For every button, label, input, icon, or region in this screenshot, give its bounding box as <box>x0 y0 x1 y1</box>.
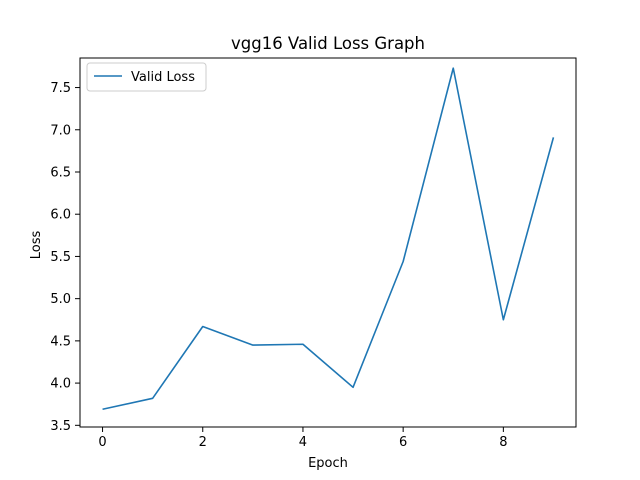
series-line-valid-loss <box>102 67 555 411</box>
y-tick-label: 3.5 <box>50 419 71 434</box>
y-tick-label: 4.5 <box>50 334 71 349</box>
legend: Valid Loss <box>86 62 207 92</box>
y-tick-label: 5.5 <box>50 250 71 265</box>
y-tick-label: 4.0 <box>50 377 71 392</box>
x-axis-ticks: 0 2 4 6 8 <box>98 427 507 450</box>
y-tick-label: 5.0 <box>50 292 71 307</box>
x-axis-label: Epoch <box>308 456 348 471</box>
x-tick-label: 4 <box>299 435 307 450</box>
x-tick-label: 0 <box>98 435 106 450</box>
y-axis-label: Loss <box>29 231 44 260</box>
x-tick-label: 8 <box>499 435 507 450</box>
legend-label-valid-loss: Valid Loss <box>131 70 195 85</box>
plot-area <box>79 57 577 428</box>
x-tick-label: 6 <box>399 435 407 450</box>
x-tick-label: 2 <box>199 435 207 450</box>
plot-frame <box>79 57 577 428</box>
y-tick-label: 7.0 <box>50 123 71 138</box>
legend-box <box>86 62 207 92</box>
series-layer <box>102 67 555 411</box>
y-tick-label: 6.0 <box>50 208 71 223</box>
y-axis-ticks: 3.5 4.0 4.5 5.0 5.5 6.0 6.5 7.0 7.5 <box>50 81 80 434</box>
y-tick-label: 6.5 <box>50 165 71 180</box>
y-tick-label: 7.5 <box>50 81 71 96</box>
chart-title: vgg16 Valid Loss Graph <box>231 34 425 53</box>
